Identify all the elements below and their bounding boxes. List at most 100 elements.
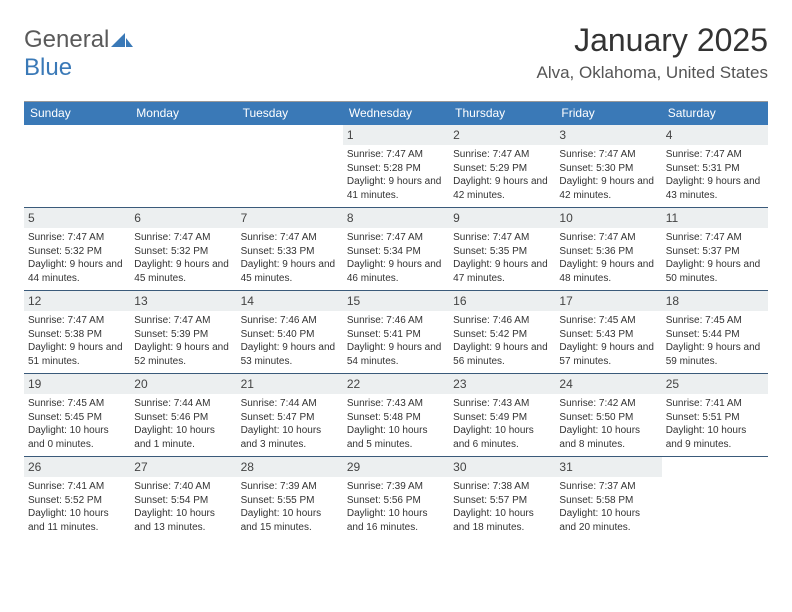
day-number: 24 — [555, 374, 661, 394]
day-cell: 8Sunrise: 7:47 AMSunset: 5:34 PMDaylight… — [343, 208, 449, 290]
week-row: 5Sunrise: 7:47 AMSunset: 5:32 PMDaylight… — [24, 208, 768, 291]
weekday-header: Friday — [555, 102, 661, 125]
sunset-line: Sunset: 5:41 PM — [347, 328, 445, 342]
day-number: 1 — [343, 125, 449, 145]
day-number: 15 — [343, 291, 449, 311]
sunrise-line: Sunrise: 7:45 AM — [666, 314, 764, 328]
day-number: 10 — [555, 208, 661, 228]
sunrise-line: Sunrise: 7:41 AM — [28, 480, 126, 494]
calendar: SundayMondayTuesdayWednesdayThursdayFrid… — [24, 101, 768, 539]
day-cell: 10 Sunrise: 7:47 AMSunset: 5:36 PMDayligh… — [555, 208, 661, 290]
day-cell: 11Sunrise: 7:47 AMSunset: 5:37 PMDayligh… — [662, 208, 768, 290]
daylight-line: Daylight: 9 hours and 52 minutes. — [134, 341, 232, 368]
daylight-line: Daylight: 9 hours and 45 minutes. — [134, 258, 232, 285]
day-cell: 22Sunrise: 7:43 AMSunset: 5:48 PMDayligh… — [343, 374, 449, 456]
sunrise-line: Sunrise: 7:45 AM — [28, 397, 126, 411]
sunset-line: Sunset: 5:28 PM — [347, 162, 445, 176]
day-info: Sunrise: 7:38 AMSunset: 5:57 PMDaylight:… — [453, 480, 551, 534]
week-row: 26Sunrise: 7:41 AMSunset: 5:52 PMDayligh… — [24, 457, 768, 539]
day-info: Sunrise: 7:45 AMSunset: 5:45 PMDaylight:… — [28, 397, 126, 451]
day-number: 21 — [237, 374, 343, 394]
day-cell: 3Sunrise: 7:47 AMSunset: 5:30 PMDaylight… — [555, 125, 661, 207]
day-info: Sunrise: 7:39 AMSunset: 5:56 PMDaylight:… — [347, 480, 445, 534]
title-block: January 2025 Alva, Oklahoma, United Stat… — [536, 22, 768, 83]
sunrise-line: Sunrise: 7:46 AM — [453, 314, 551, 328]
sunrise-line: Sunrise: 7:47 AM — [134, 314, 232, 328]
sunset-line: Sunset: 5:57 PM — [453, 494, 551, 508]
sunset-line: Sunset: 5:30 PM — [559, 162, 657, 176]
day-info: Sunrise: 7:47 AMSunset: 5:33 PMDaylight:… — [241, 231, 339, 285]
sunset-line: Sunset: 5:35 PM — [453, 245, 551, 259]
month-title: January 2025 — [536, 22, 768, 59]
sunrise-line: Sunrise: 7:43 AM — [453, 397, 551, 411]
day-cell: 27Sunrise: 7:40 AMSunset: 5:54 PMDayligh… — [130, 457, 236, 539]
sunset-line: Sunset: 5:40 PM — [241, 328, 339, 342]
day-number: 9 — [449, 208, 555, 228]
daylight-line: Daylight: 10 hours and 1 minute. — [134, 424, 232, 451]
daylight-line: Daylight: 9 hours and 45 minutes. — [241, 258, 339, 285]
day-number: 26 — [24, 457, 130, 477]
day-cell: 31Sunrise: 7:37 AMSunset: 5:58 PMDayligh… — [555, 457, 661, 539]
sunrise-line: Sunrise: 7:47 AM — [347, 148, 445, 162]
sunset-line: Sunset: 5:43 PM — [559, 328, 657, 342]
daylight-line: Daylight: 10 hours and 6 minutes. — [453, 424, 551, 451]
day-info: Sunrise: 7:47 AMSunset: 5:30 PMDaylight:… — [559, 148, 657, 202]
sunrise-line: Sunrise: 7:47 AM — [559, 231, 657, 245]
daylight-line: Daylight: 10 hours and 11 minutes. — [28, 507, 126, 534]
sunset-line: Sunset: 5:48 PM — [347, 411, 445, 425]
logo-sail-icon — [111, 26, 133, 54]
daylight-line: Daylight: 10 hours and 3 minutes. — [241, 424, 339, 451]
logo-word-2: Blue — [24, 54, 72, 81]
day-info: Sunrise: 7:46 AMSunset: 5:40 PMDaylight:… — [241, 314, 339, 368]
weekday-header: Wednesday — [343, 102, 449, 125]
sunset-line: Sunset: 5:36 PM — [559, 245, 657, 259]
sunset-line: Sunset: 5:44 PM — [666, 328, 764, 342]
weekday-header: Tuesday — [237, 102, 343, 125]
day-info: Sunrise: 7:41 AMSunset: 5:52 PMDaylight:… — [28, 480, 126, 534]
daylight-line: Daylight: 9 hours and 54 minutes. — [347, 341, 445, 368]
daylight-line: Daylight: 9 hours and 56 minutes. — [453, 341, 551, 368]
day-cell: 23Sunrise: 7:43 AMSunset: 5:49 PMDayligh… — [449, 374, 555, 456]
day-cell: 21Sunrise: 7:44 AMSunset: 5:47 PMDayligh… — [237, 374, 343, 456]
sunset-line: Sunset: 5:54 PM — [134, 494, 232, 508]
page: GeneralBlue January 2025 Alva, Oklahoma,… — [0, 0, 792, 539]
day-info: Sunrise: 7:40 AMSunset: 5:54 PMDaylight:… — [134, 480, 232, 534]
day-cell: 9Sunrise: 7:47 AMSunset: 5:35 PMDaylight… — [449, 208, 555, 290]
calendar-body: 1Sunrise: 7:47 AMSunset: 5:28 PMDaylight… — [24, 125, 768, 539]
daylight-line: Daylight: 9 hours and 57 minutes. — [559, 341, 657, 368]
week-row: 1 Sunrise: 7:47 AMSunset: 5:28 PM Daylight… — [24, 125, 768, 208]
day-cell: 17Sunrise: 7:45 AMSunset: 5:43 PMDayligh… — [555, 291, 661, 373]
sunrise-line: Sunrise: 7:41 AM — [666, 397, 764, 411]
daylight-line: Daylight: 9 hours and 53 minutes. — [241, 341, 339, 368]
sunrise-line: Sunrise: 7:43 AM — [347, 397, 445, 411]
sunrise-line: Sunrise: 7:40 AM — [134, 480, 232, 494]
day-number: 20 — [130, 374, 236, 394]
day-info: Sunrise: 7:39 AMSunset: 5:55 PMDaylight:… — [241, 480, 339, 534]
day-cell: 30Sunrise: 7:38 AMSunset: 5:57 PMDayligh… — [449, 457, 555, 539]
sunset-line: Sunset: 5:37 PM — [666, 245, 764, 259]
day-info: Sunrise: 7:47 AMSunset: 5:34 PMDaylight:… — [347, 231, 445, 285]
day-cell: 29Sunrise: 7:39 AMSunset: 5:56 PMDayligh… — [343, 457, 449, 539]
daylight-line: Daylight: 10 hours and 8 minutes. — [559, 424, 657, 451]
daylight-line: Daylight: 9 hours and 44 minutes. — [28, 258, 126, 285]
day-number: 7 — [237, 208, 343, 228]
day-info: Sunrise: 7:42 AMSunset: 5:50 PMDaylight:… — [559, 397, 657, 451]
daylight-line: Daylight: 10 hours and 16 minutes. — [347, 507, 445, 534]
daylight-line: Daylight: 9 hours and 46 minutes. — [347, 258, 445, 285]
sunrise-line: Sunrise: 7:38 AM — [453, 480, 551, 494]
sunset-line: Sunset: 5:52 PM — [28, 494, 126, 508]
sunrise-line: Sunrise: 7:47 AM — [347, 231, 445, 245]
sunrise-line: Sunrise: 7:46 AM — [347, 314, 445, 328]
day-info: Sunrise: 7:46 AMSunset: 5:42 PMDaylight:… — [453, 314, 551, 368]
day-cell: 24 Sunrise: 7:42 AMSunset: 5:50 PMDayligh… — [555, 374, 661, 456]
sunrise-line: Sunrise: 7:44 AM — [241, 397, 339, 411]
day-info: Sunrise: 7:47 AMSunset: 5:36 PMDaylight:… — [559, 231, 657, 285]
day-cell: 7 Sunrise: 7:47 AMSunset: 5:33 PMDaylight… — [237, 208, 343, 290]
day-cell: 26 Sunrise: 7:41 AMSunset: 5:52 PMDayligh… — [24, 457, 130, 539]
day-info: Sunrise: 7:47 AMSunset: 5:38 PMDaylight:… — [28, 314, 126, 368]
day-info: Sunrise: 7:43 AMSunset: 5:49 PMDaylight:… — [453, 397, 551, 451]
sunset-line: Sunset: 5:46 PM — [134, 411, 232, 425]
sunset-line: Sunset: 5:31 PM — [666, 162, 764, 176]
sunset-line: Sunset: 5:33 PM — [241, 245, 339, 259]
daylight-line: Daylight: 9 hours and 42 minutes. — [453, 175, 551, 202]
